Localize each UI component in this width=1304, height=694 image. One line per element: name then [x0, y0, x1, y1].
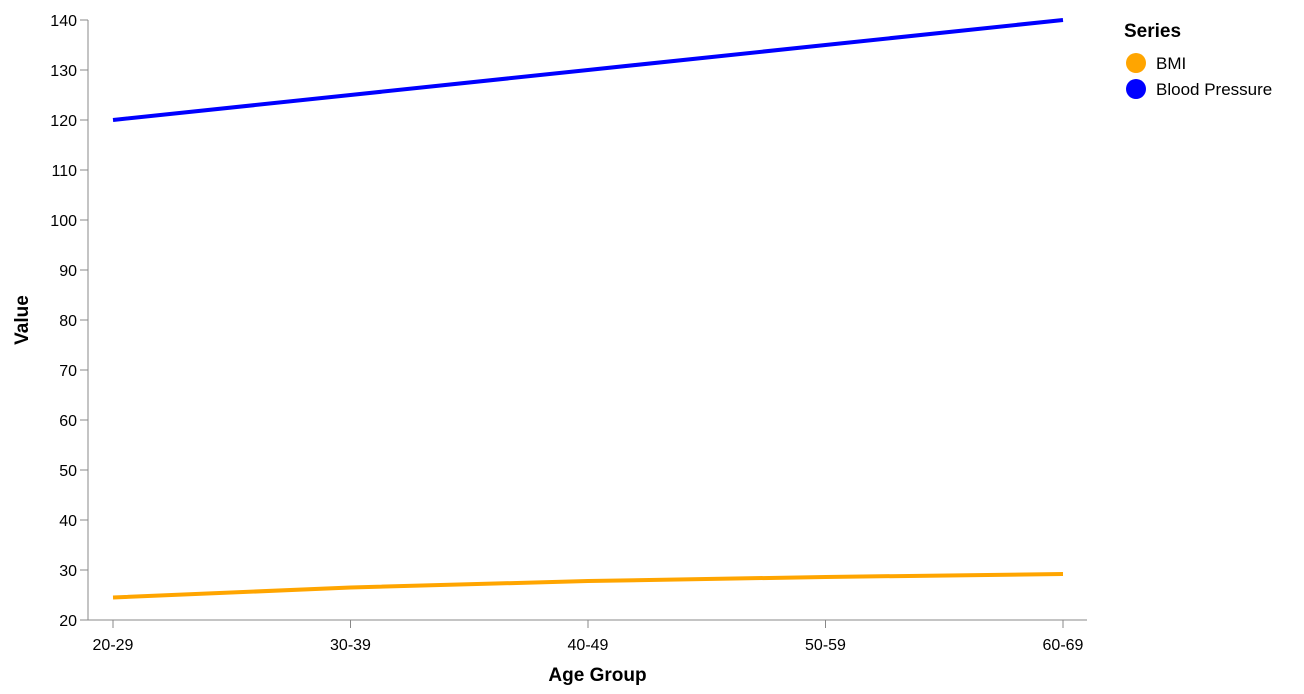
x-tick-label: 30-39 — [330, 637, 371, 654]
legend-title: Series — [1124, 21, 1181, 42]
y-tick-label: 40 — [59, 513, 77, 530]
y-tick-label: 80 — [59, 313, 77, 330]
y-tick-label: 60 — [59, 413, 77, 430]
series-line-bmi — [112, 572, 1064, 600]
y-tick-label: 110 — [51, 163, 77, 180]
x-axis-title: Age Group — [548, 665, 646, 686]
legend-label: Blood Pressure — [1156, 80, 1272, 99]
legend-label: BMI — [1156, 54, 1186, 73]
legend: Series BMI Blood Pressure — [1124, 21, 1272, 99]
y-tick-label: 130 — [50, 63, 77, 80]
y-tick-label: 70 — [59, 363, 77, 380]
series-line-blood-pressure — [112, 18, 1064, 122]
y-tick-label: 30 — [59, 563, 77, 580]
y-tick-label: 20 — [59, 613, 77, 630]
y-tick-label: 140 — [50, 13, 77, 30]
y-tick-label: 120 — [50, 113, 77, 130]
x-tick-label: 40-49 — [568, 637, 609, 654]
series-lines — [112, 18, 1064, 600]
y-axis-title: Value — [12, 295, 33, 345]
y-tick-label: 90 — [59, 263, 77, 280]
y-axis: 20 30 40 50 60 70 80 90 100 110 120 130 140 — [50, 13, 89, 630]
x-tick-label: 60-69 — [1043, 637, 1084, 654]
legend-swatch — [1126, 53, 1146, 73]
x-axis: 20-29 30-39 40-49 50-59 60-69 — [88, 619, 1087, 654]
legend-swatch — [1126, 79, 1146, 99]
x-tick-label: 50-59 — [805, 637, 846, 654]
y-tick-label: 50 — [59, 463, 77, 480]
y-tick-label: 100 — [50, 213, 77, 230]
x-tick-label: 20-29 — [93, 637, 134, 654]
